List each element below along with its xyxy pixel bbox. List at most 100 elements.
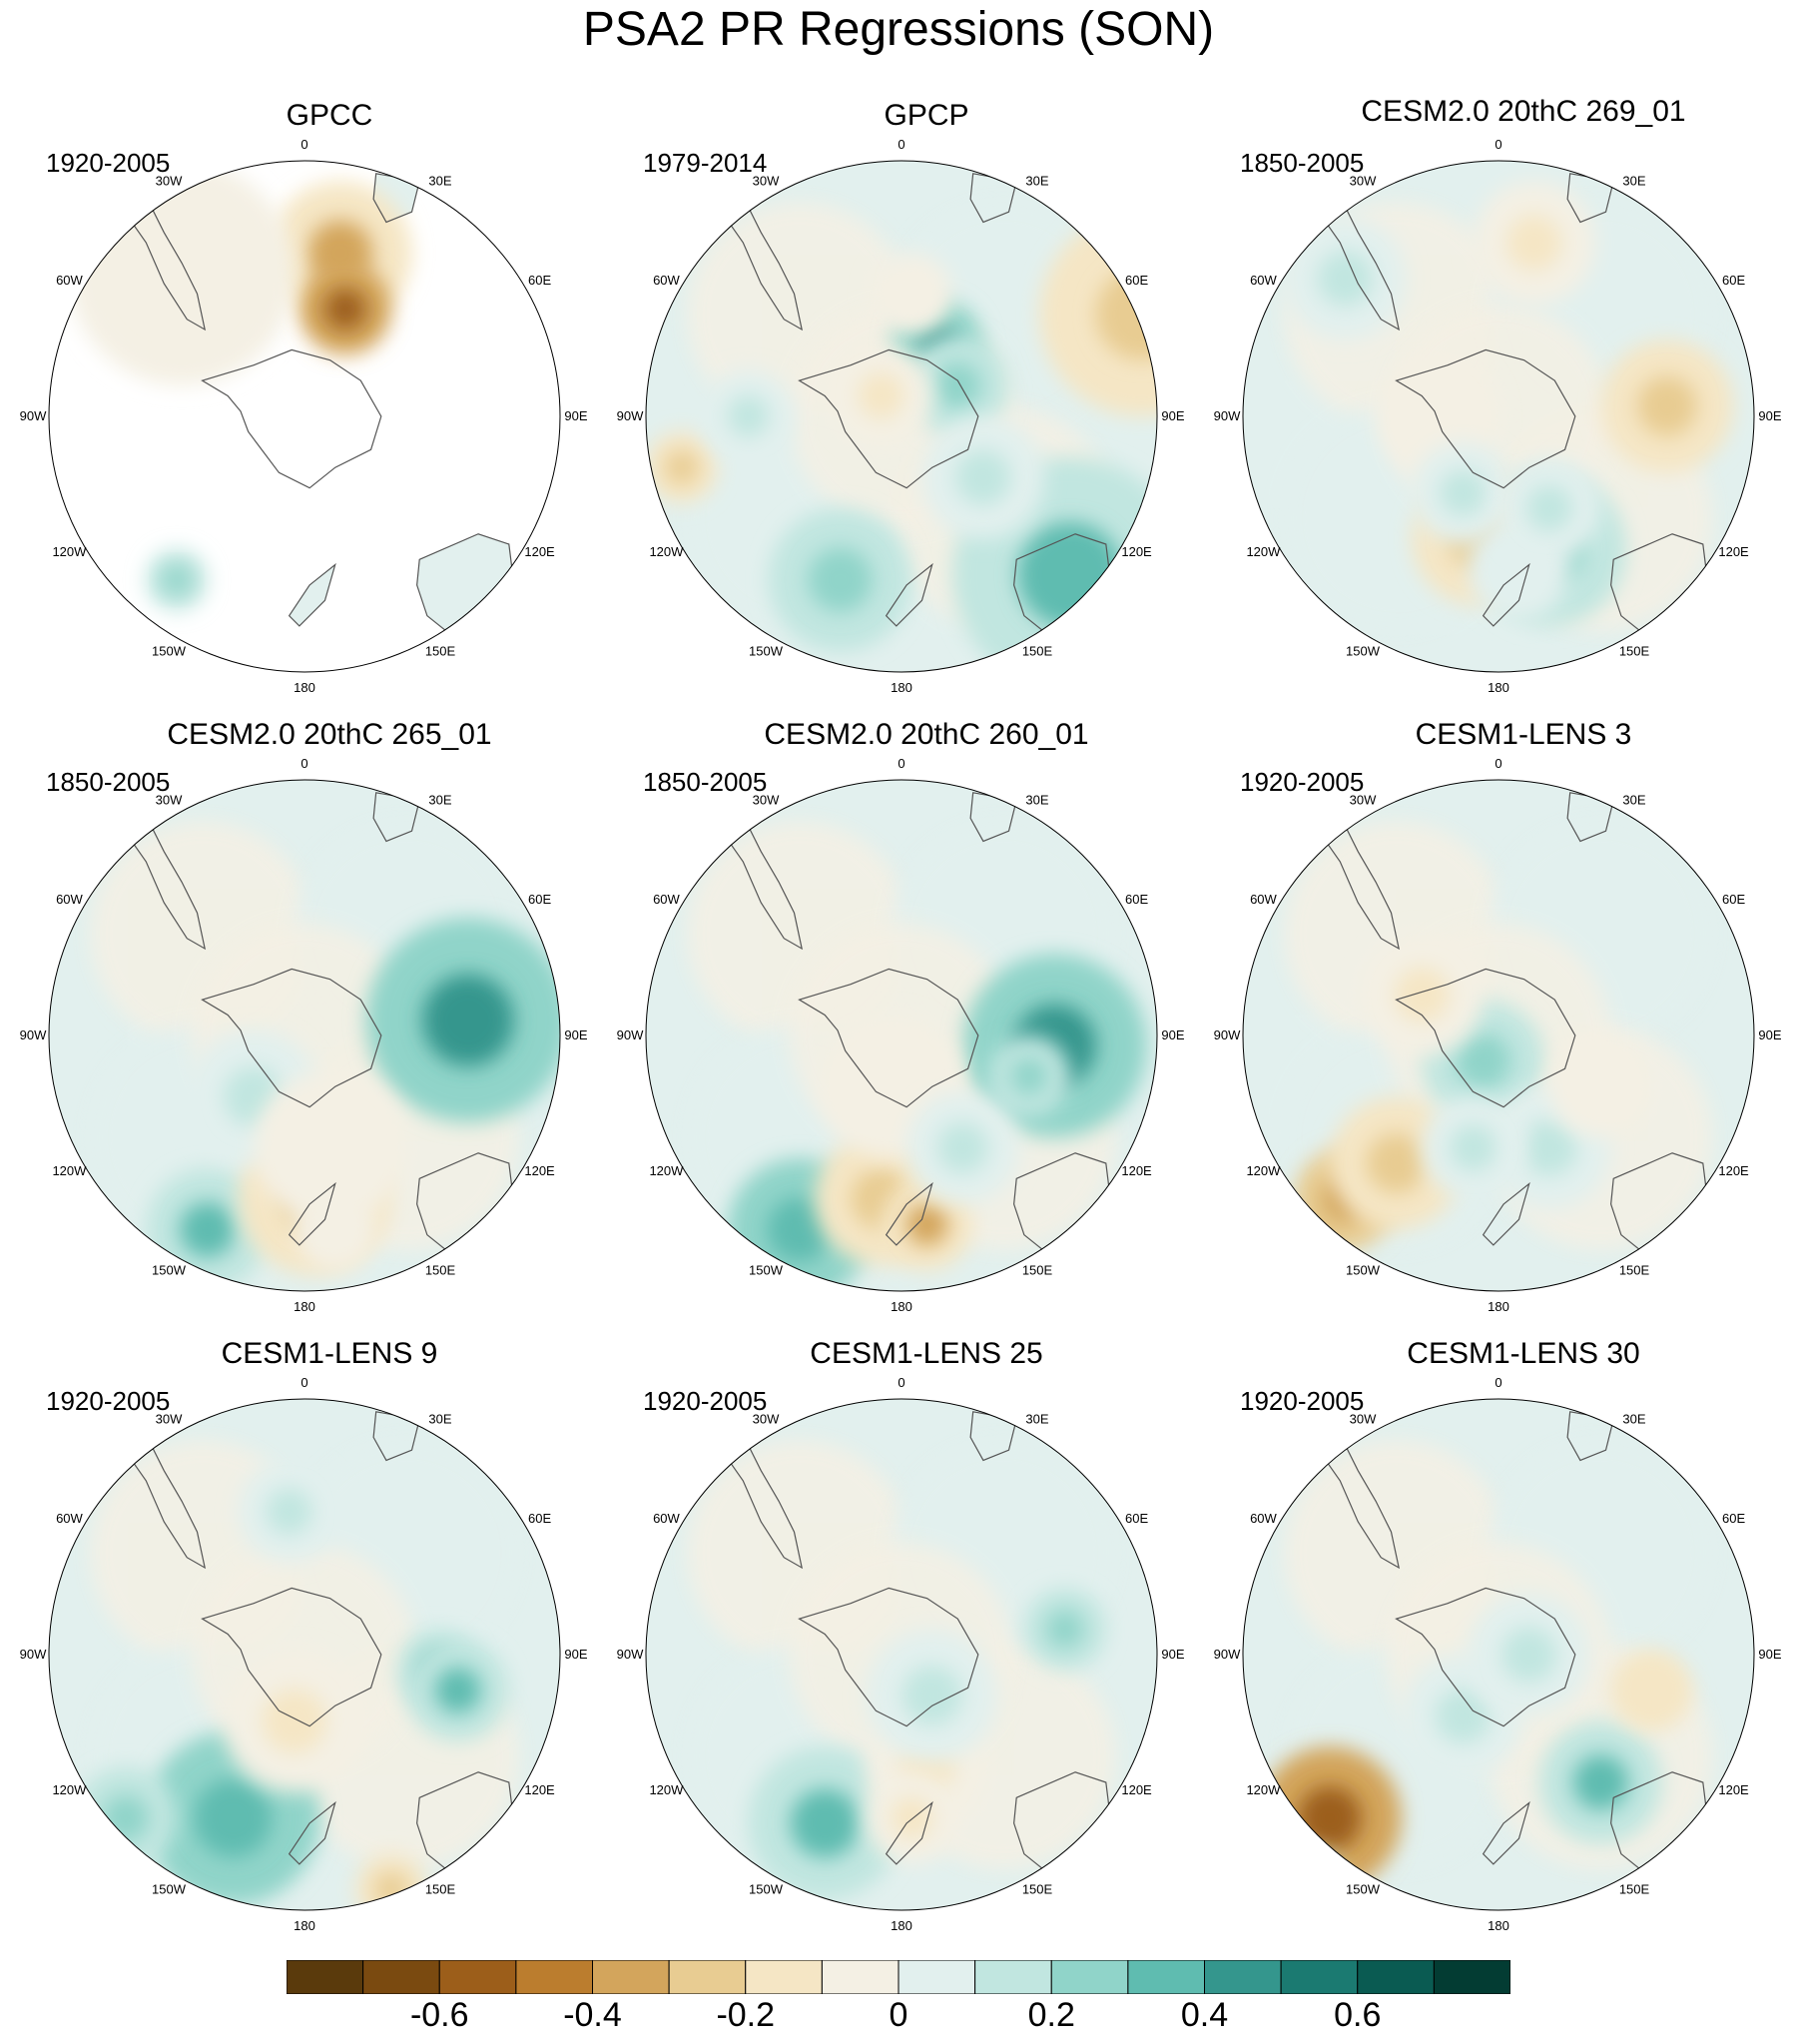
longitude-label: 150W [152,1263,187,1278]
polar-stereographic-map: 0 30E 60E 90E 120E 150E 180 150W 120W 90W 60W 30W [1214,137,1782,695]
longitude-label: 60W [56,273,83,288]
longitude-label: 120E [1718,544,1749,559]
coastline [798,348,979,489]
map-border [645,160,1158,673]
colorbar-swatch [1204,1960,1282,1994]
colorbar-swatch [974,1960,1052,1994]
regression-anomaly-core [1317,251,1374,307]
regression-anomaly-core [665,451,698,484]
longitude-label: 0 [300,1375,307,1390]
regression-anomaly-core [767,1197,832,1262]
longitude-label: 30E [1025,1411,1048,1426]
coastline [127,814,207,951]
regression-anomaly-core [1455,1032,1511,1089]
coastline [288,1181,336,1246]
longitude-label: 0 [898,756,904,771]
coastline [1321,814,1401,951]
longitude-label: 30W [753,1411,780,1426]
regression-anomaly-core [131,222,233,325]
longitude-label: 30W [156,173,183,188]
longitude-label: 30E [1622,173,1645,188]
longitude-label: 60E [1722,273,1745,288]
longitude-label: 150W [152,1882,187,1897]
longitude-label: 180 [294,1918,315,1933]
regression-anomaly-core [1572,1754,1629,1810]
longitude-label: 180 [1488,680,1509,695]
colorbar-swatch [1280,1960,1359,1994]
longitude-label: 60W [56,1511,83,1526]
regression-anomaly-core [180,1201,236,1258]
coastline [288,1800,336,1865]
colorbar-swatch [592,1960,670,1994]
longitude-label: 180 [294,680,315,695]
panel-period: 1850-2005 [46,767,171,797]
longitude-label: 180 [1488,1299,1509,1314]
colorbar-tick-labels: -0.6 -0.4 -0.2 0 0.2 0.4 0.6 [0,1995,1797,2043]
longitude-label: 150W [749,644,784,659]
longitude-label: 120E [1718,1163,1749,1178]
map-border [1242,779,1755,1292]
regression-anomaly-core [421,974,514,1066]
regression-anomaly-core [1577,1063,1624,1110]
polar-stereographic-map: 0 30E 60E 90E 120E 150E 180 150W 120W 90W 60W 30W [617,1375,1185,1933]
panel-title: CESM1-LENS 9 [221,1337,438,1370]
longitude-label: 120W [649,1782,684,1797]
regression-anomaly-core [194,1778,273,1858]
longitude-label: 150W [1346,1263,1381,1278]
longitude-label: 0 [898,1375,904,1390]
map-panel: CESM1-LENS 9 1920-2005 0 30E 60E 90E 120E 150E 1… [20,1330,629,1949]
regression-anomaly-core [1633,1672,1671,1709]
coastline [1321,1433,1401,1570]
longitude-label: 90E [1161,1027,1184,1042]
regression-anomaly-core [324,288,366,331]
longitude-label: 90W [1214,1647,1241,1662]
map-panel: CESM1-LENS 30 1920-2005 0 30E 60E 90E 120E 150E… [1214,1330,1797,1949]
longitude-label: 120W [52,1782,87,1797]
longitude-label: 120W [649,1163,684,1178]
colorbar-tick-label: 0.4 [1180,1996,1229,2034]
longitude-label: 120W [1246,1782,1281,1797]
longitude-label: 30W [1350,792,1377,807]
longitude-label: 90E [564,1027,587,1042]
longitude-label: 60E [1722,892,1745,907]
longitude-label: 90E [564,1647,587,1662]
panel-period: 1850-2005 [643,767,768,797]
longitude-label: 0 [300,137,307,152]
regression-anomaly-core [102,1794,149,1841]
longitude-label: 60W [1250,273,1277,288]
longitude-label: 60E [1125,273,1148,288]
regression-anomaly-core [905,1203,948,1246]
coastline [724,195,804,332]
longitude-label: 30E [428,173,451,188]
coastline [1395,348,1576,489]
coastline [885,1800,933,1865]
colorbar-swatch [1127,1960,1205,1994]
figure-title: PSA2 PR Regressions (SON) [582,3,1215,56]
regression-anomaly-core [901,1666,962,1725]
longitude-label: 60E [528,892,551,907]
longitude-label: 120W [52,1163,87,1178]
polar-stereographic-map: 0 30E 60E 90E 120E 150E 180 150W 120W 90W 60W 30W [1214,1375,1782,1933]
longitude-label: 150E [1619,644,1650,659]
longitude-label: 30E [1622,1411,1645,1426]
colorbar-tick-label: 0 [889,1996,908,2034]
map-border [48,779,561,1292]
colorbar-tick-label: -0.4 [563,1996,622,2034]
longitude-label: 150W [749,1882,784,1897]
coastline [288,562,336,627]
longitude-label: 60E [528,273,551,288]
polar-stereographic-map: 0 30E 60E 90E 120E 150E 180 150W 120W 90W 60W 30W [20,1375,588,1933]
longitude-label: 0 [1495,756,1501,771]
longitude-label: 90W [20,408,47,423]
map-border [1242,1398,1755,1911]
regression-anomaly-core [1010,1057,1048,1095]
panel-title: CESM1-LENS 25 [810,1337,1043,1370]
longitude-label: 120E [1121,544,1152,559]
longitude-label: 0 [300,756,307,771]
longitude-label: 60E [1722,1511,1745,1526]
longitude-label: 90W [617,1027,644,1042]
map-border [645,1398,1158,1911]
longitude-label: 150E [1619,1882,1650,1897]
colorbar-swatch [362,1960,440,1994]
longitude-label: 150W [1346,1882,1381,1897]
